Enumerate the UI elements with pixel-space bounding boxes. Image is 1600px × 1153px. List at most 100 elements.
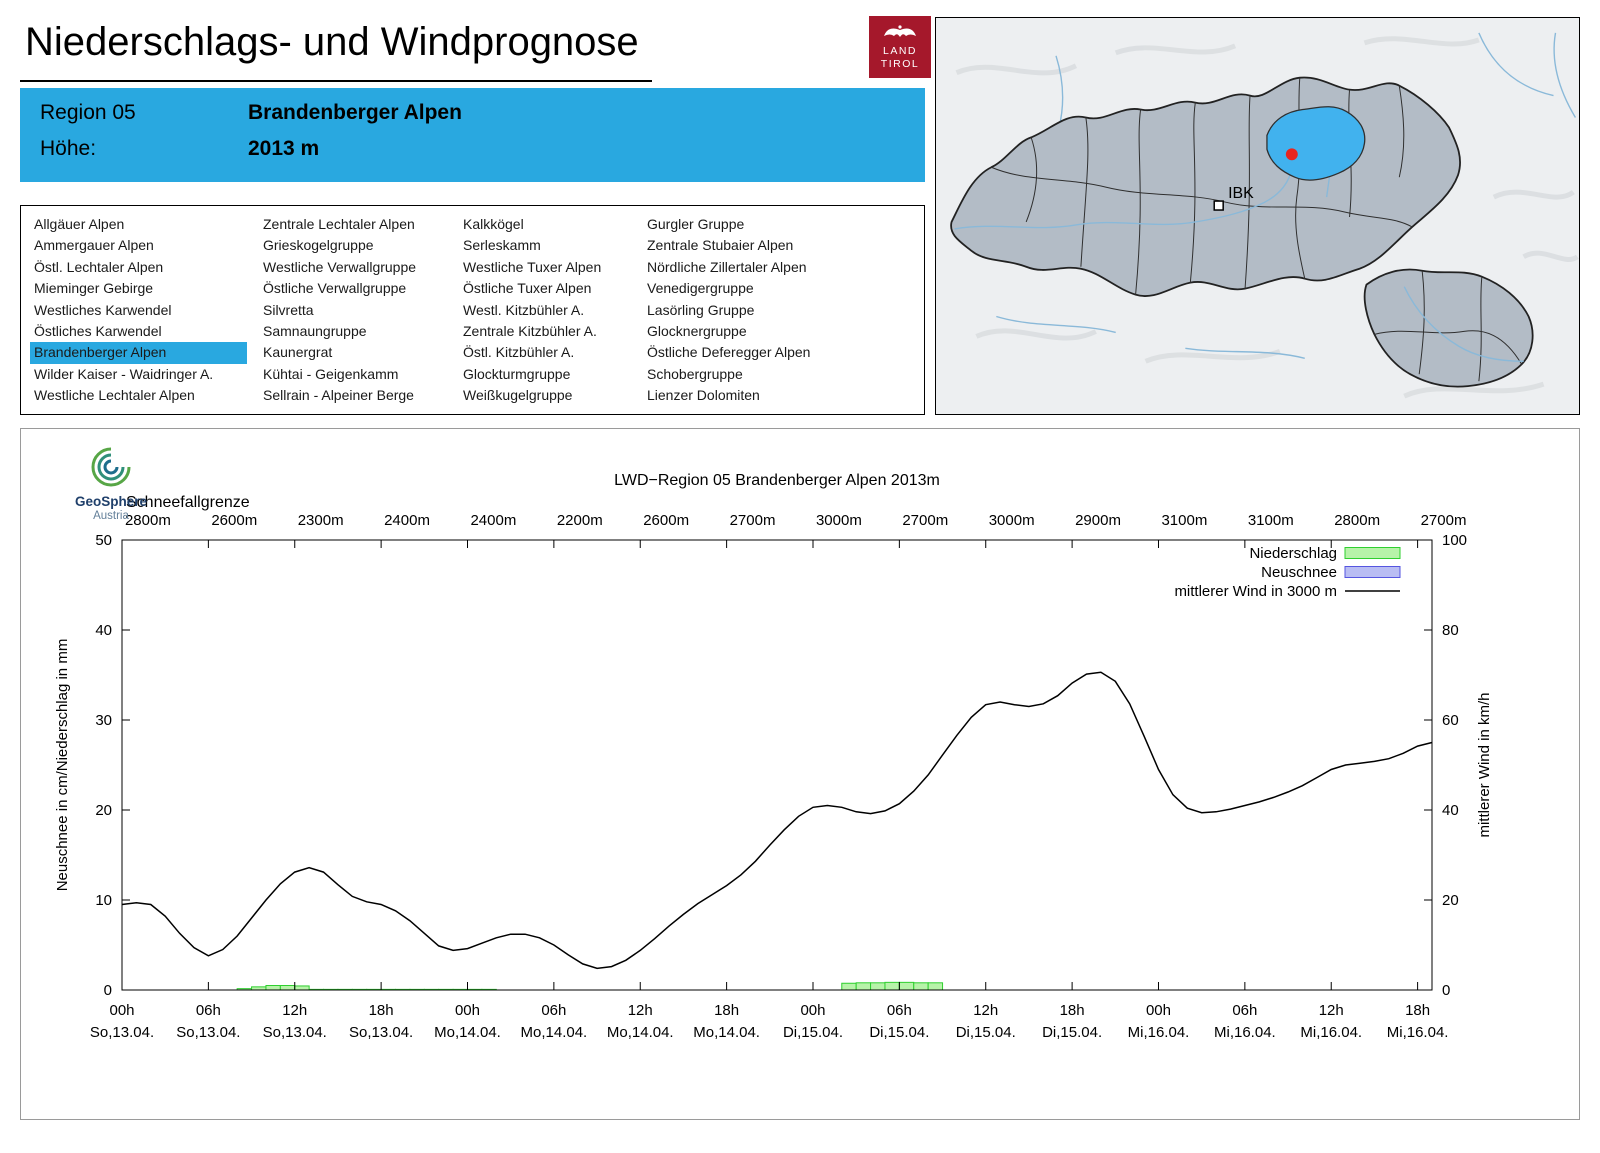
snowline-value: 2200m (557, 512, 603, 529)
region-list-item[interactable]: Wilder Kaiser - Waidringer A. (34, 365, 214, 382)
region-list-item[interactable]: Glocknergruppe (647, 323, 747, 340)
precip-bar (841, 982, 857, 991)
legend-label: Niederschlag (1249, 545, 1337, 562)
x-tick-time: 00h (109, 1002, 134, 1019)
region-list-item[interactable]: Zentrale Stubaier Alpen (647, 237, 794, 254)
x-tick-date: So,13.04. (263, 1024, 327, 1041)
region-list-item[interactable]: Westliche Verwallgruppe (263, 258, 417, 275)
region-list-item[interactable]: Nördliche Zillertaler Alpen (647, 258, 807, 275)
region-list-item[interactable]: Westl. Kitzbühler A. (463, 301, 585, 318)
legend-swatch (1344, 566, 1401, 578)
y-tick-label-right: 20 (1442, 892, 1459, 909)
region-list-item[interactable]: Serleskamm (463, 237, 541, 254)
y-tick-label-left: 50 (95, 532, 112, 549)
region-list-item[interactable]: Westliche Lechtaler Alpen (34, 387, 195, 404)
region-list-column: Kalkkögel Serleskamm Westliche Tuxer Alpen… (459, 214, 643, 407)
highlighted-region[interactable] (1266, 106, 1366, 181)
region-list-item[interactable]: Östliche Tuxer Alpen (463, 280, 592, 297)
region-list-item[interactable]: Gurgler Gruppe (647, 216, 745, 232)
ibk-marker-icon (1213, 200, 1224, 211)
chart-canvas: LWD−Region 05 Brandenberger Alpen 2013m S… (54, 472, 1493, 1041)
tirol-eagle-icon (884, 25, 916, 37)
y-tick-label-right: 60 (1442, 712, 1459, 729)
y-tick-label-left: 30 (95, 712, 112, 729)
region-list-item[interactable]: Östliches Karwendel (34, 323, 162, 340)
region-list-item[interactable]: Zentrale Lechtaler Alpen (263, 216, 415, 232)
chart-title: LWD−Region 05 Brandenberger Alpen 2013m (614, 472, 940, 489)
region-list-column: Gurgler Gruppe Zentrale Stubaier Alpen Nör… (643, 214, 924, 407)
snowline-label: Schneefallgrenze (126, 494, 250, 511)
snowline-value: 2400m (470, 512, 516, 529)
region-list-item[interactable]: Allgäuer Alpen (34, 216, 125, 232)
x-tick-time: 06h (541, 1002, 566, 1019)
region-list-item[interactable]: Westliches Karwendel (34, 301, 172, 318)
x-tick-time: 18h (1405, 1002, 1430, 1019)
plot-frame (121, 539, 1433, 991)
region-list-column: Allgäuer Alpen Ammergauer Alpen Östl. Lech… (30, 214, 259, 407)
x-tick-date: Mo,14.04. (521, 1024, 588, 1041)
geosphere-sub: Austria (93, 510, 129, 522)
y-tick-label-left: 10 (95, 892, 112, 909)
forecast-chart: GeoSphere Austria LWD−Region 05 Brandenb… (20, 428, 1580, 1120)
region-list-item[interactable]: Venedigergruppe (647, 280, 754, 297)
page-title: Niederschlags- und Windprognose (25, 20, 639, 64)
x-tick-time: 06h (887, 1002, 912, 1019)
snowline-value: 2900m (1075, 512, 1121, 529)
x-tick-time: 18h (1060, 1002, 1085, 1019)
y-tick-label-left: 0 (104, 982, 112, 999)
x-tick-time: 12h (1319, 1002, 1344, 1019)
snowline-value: 2600m (211, 512, 257, 529)
y-tick-label-left: 40 (95, 622, 112, 639)
region-list-item[interactable]: Glockturmgruppe (463, 365, 571, 382)
x-tick-date: Mo,14.04. (693, 1024, 760, 1041)
y-axis-title-left: Neuschnee in cm/Niederschlag in mm (54, 639, 71, 892)
precip-bar (294, 985, 310, 991)
x-tick-date: Di,15.04. (783, 1024, 843, 1041)
region-list-item[interactable]: Lasörling Gruppe (647, 301, 755, 318)
region-list-item[interactable]: Brandenberger Alpen (30, 342, 247, 364)
region-list-item[interactable]: Östliche Deferegger Alpen (647, 344, 811, 361)
y-axis-title-right: mittlerer Wind in km/h (1476, 692, 1493, 837)
region-list-item[interactable]: Kühtai - Geigenkamm (263, 365, 399, 382)
y-tick-label-right: 0 (1442, 982, 1450, 999)
snowline-value: 2700m (730, 512, 776, 529)
legend-label: Neuschnee (1261, 564, 1337, 581)
x-tick-time: 18h (714, 1002, 739, 1019)
x-tick-date: Mo,14.04. (607, 1024, 674, 1041)
region-list-item[interactable]: Kalkkögel (463, 216, 524, 232)
y-tick-label-right: 100 (1442, 532, 1467, 549)
region-list-item[interactable]: Sellrain - Alpeiner Berge (263, 387, 414, 404)
region-list-item[interactable]: Östl. Kitzbühler A. (463, 344, 575, 361)
legend-swatch (1344, 547, 1401, 559)
region-list-item[interactable]: Samnaungruppe (263, 323, 367, 340)
tirol-map[interactable]: IBK (935, 17, 1580, 415)
region-list-item[interactable]: Ammergauer Alpen (34, 237, 154, 254)
snowline-value: 2700m (902, 512, 948, 529)
legend-label: mittlerer Wind in 3000 m (1174, 583, 1337, 600)
region-list-item[interactable]: Weißkugelgruppe (463, 387, 573, 404)
snowline-value: 3000m (989, 512, 1035, 529)
x-tick-date: So,13.04. (176, 1024, 240, 1041)
region-list-item[interactable]: Silvretta (263, 301, 314, 318)
region-list-item[interactable]: Schobergruppe (647, 365, 743, 382)
snowline-value: 2700m (1421, 512, 1467, 529)
precip-bar (913, 982, 929, 991)
region-list-item[interactable]: Grieskogelgruppe (263, 237, 374, 254)
station-marker (1285, 148, 1298, 161)
snowline-value: 2600m (643, 512, 689, 529)
x-tick-date: Mi,16.04. (1128, 1024, 1190, 1041)
region-list-item[interactable]: Zentrale Kitzbühler A. (463, 323, 597, 340)
region-list-item[interactable]: Lienzer Dolomiten (647, 387, 760, 404)
region-list-item[interactable]: Mieminger Gebirge (34, 280, 154, 297)
altitude-value: 2013 m (248, 137, 320, 160)
wind-line (121, 671, 1433, 970)
x-tick-time: 06h (196, 1002, 221, 1019)
title-underline (20, 80, 652, 82)
x-tick-time: 06h (1232, 1002, 1257, 1019)
region-list-item[interactable]: Östl. Lechtaler Alpen (34, 258, 164, 275)
region-list-item[interactable]: Westliche Tuxer Alpen (463, 258, 602, 275)
region-name: Brandenberger Alpen (248, 101, 462, 124)
region-list-item[interactable]: Östliche Verwallgruppe (263, 280, 407, 297)
region-list-item[interactable]: Kaunergrat (263, 344, 333, 361)
snowline-value: 2800m (125, 512, 171, 529)
